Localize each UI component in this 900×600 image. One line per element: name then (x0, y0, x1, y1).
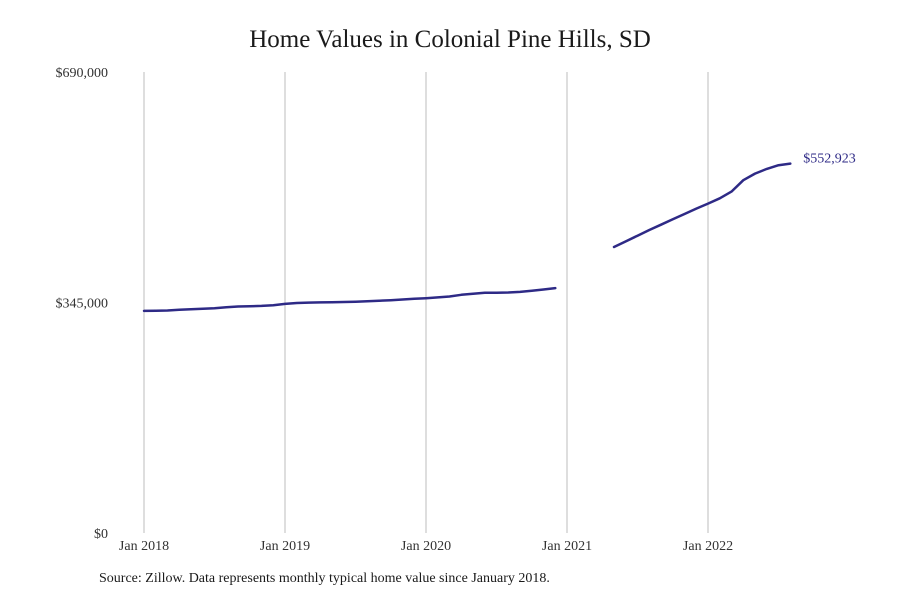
y-tick-label: $345,000 (56, 297, 109, 312)
source-note: Source: Zillow. Data represents monthly … (99, 571, 550, 586)
chart-title: Home Values in Colonial Pine Hills, SD (249, 26, 651, 53)
x-axis-ticks: Jan 2018 Jan 2019 Jan 2020 Jan 2021 Jan 2022 (119, 539, 733, 554)
y-tick-label: $0 (94, 527, 108, 542)
x-tick-label: Jan 2022 (683, 539, 733, 554)
x-tick-label: Jan 2018 (119, 539, 169, 554)
data-labels: $552,923 (803, 152, 856, 167)
y-axis-ticks: $0 $345,000 $690,000 (56, 66, 109, 542)
y-tick-label: $690,000 (56, 66, 109, 81)
series-line-segment (142, 286, 557, 313)
end-value-label: $552,923 (803, 152, 856, 167)
series-line-segment (612, 162, 792, 249)
grid-lines (143, 72, 709, 533)
x-tick-label: Jan 2020 (401, 539, 451, 554)
x-tick-label: Jan 2019 (260, 539, 310, 554)
home-value-series (142, 162, 792, 313)
x-tick-label: Jan 2021 (542, 539, 592, 554)
